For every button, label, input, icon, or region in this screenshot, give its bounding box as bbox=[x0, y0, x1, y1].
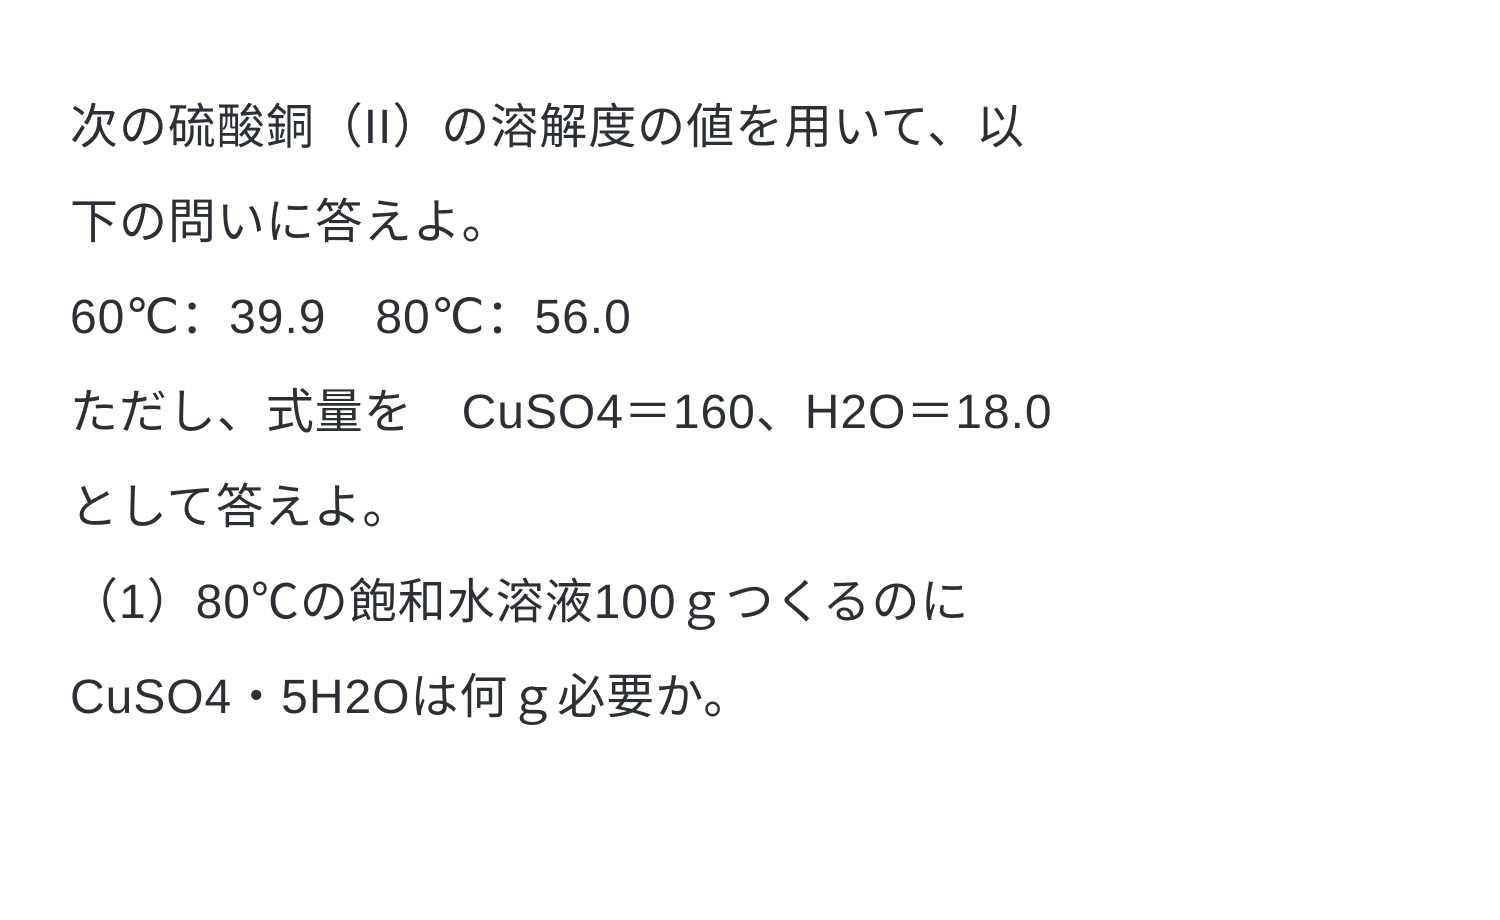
problem-text-block: 次の硫酸銅（II）の溶解度の値を用いて、以 下の問いに答えよ。 60℃：39.9… bbox=[70, 80, 1430, 745]
text-line-2: 下の問いに答えよ。 bbox=[70, 175, 1430, 270]
text-line-7: CuSO4・5H2Oは何ｇ必要か。 bbox=[70, 650, 1430, 745]
text-line-3: 60℃：39.9 80℃：56.0 bbox=[70, 270, 1430, 365]
text-line-6: （1）80℃の飽和水溶液100ｇつくるのに bbox=[70, 555, 1430, 650]
text-line-4: ただし、式量を CuSO4＝160、H2O＝18.0 bbox=[70, 365, 1430, 460]
text-line-5: として答えよ。 bbox=[70, 460, 1430, 555]
text-line-1: 次の硫酸銅（II）の溶解度の値を用いて、以 bbox=[70, 80, 1430, 175]
